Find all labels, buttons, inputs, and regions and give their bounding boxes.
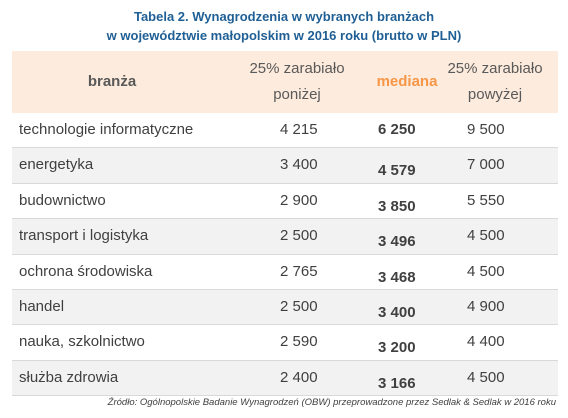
cell-p25: 2 500 bbox=[280, 297, 318, 315]
column-header-mediana: mediana bbox=[376, 73, 438, 90]
table-row: służba zdrowia 2 400 3 166 4 500 bbox=[12, 360, 558, 397]
cell-p25: 2 400 bbox=[280, 368, 318, 386]
column-header-p75: 25% zarabiało powyżej bbox=[432, 51, 558, 113]
cell-p25: 2 900 bbox=[280, 191, 318, 209]
source-note: Źródło: Ogólnopolskie Badanie Wynagrodze… bbox=[107, 397, 556, 408]
table-body: technologie informatyczne 4 215 6 250 9 500… bbox=[12, 113, 558, 397]
column-header-p25: 25% zarabiało poniżej bbox=[222, 51, 372, 113]
table-row: energetyka 3 400 4 579 7 000 bbox=[12, 148, 558, 184]
cell-p25: 2 765 bbox=[280, 262, 318, 280]
column-header-p75-text: 25% zarabiało powyżej bbox=[447, 60, 543, 103]
table-row: ochrona środowiska 2 765 3 468 4 500 bbox=[12, 255, 558, 290]
cell-p75: 4 500 bbox=[467, 227, 505, 245]
column-header-p25-text: 25% zarabiało poniżej bbox=[249, 60, 345, 103]
title-line-2: w województwie małopolskim w 2016 roku (… bbox=[106, 28, 462, 43]
cell-branza: energetyka bbox=[19, 156, 94, 174]
cell-mediana: 6 250 bbox=[378, 121, 416, 138]
table-row: transport i logistyka 2 500 3 496 4 500 bbox=[12, 219, 558, 255]
table-row: nauka, szkolnictwo 2 590 3 200 4 400 bbox=[12, 325, 558, 361]
cell-p25: 2 500 bbox=[280, 227, 318, 245]
cell-branza: handel bbox=[19, 297, 65, 315]
cell-p75: 4 500 bbox=[467, 262, 505, 280]
cell-mediana: 3 468 bbox=[378, 268, 416, 286]
cell-p75: 7 000 bbox=[467, 156, 505, 174]
cell-branza: transport i logistyka bbox=[19, 227, 149, 245]
cell-mediana: 3 166 bbox=[378, 374, 416, 392]
cell-branza: nauka, szkolnictwo bbox=[19, 333, 145, 351]
column-header-branza: branża bbox=[87, 73, 137, 90]
cell-branza: służba zdrowia bbox=[19, 368, 119, 386]
cell-mediana: 3 496 bbox=[378, 233, 416, 251]
table-row: handel 2 500 3 400 4 900 bbox=[12, 289, 558, 326]
cell-p25: 2 590 bbox=[280, 333, 318, 351]
cell-p75: 5 550 bbox=[467, 191, 505, 209]
salary-table: branża 25% zarabiało poniżej mediana 25%… bbox=[12, 51, 558, 397]
cell-p75: 4 900 bbox=[467, 297, 505, 315]
table-row: budownictwo 2 900 3 850 5 550 bbox=[12, 184, 558, 220]
table-title: Tabela 2. Wynagrodzenia w wybranych bran… bbox=[0, 7, 568, 45]
cell-p75: 9 500 bbox=[467, 121, 505, 138]
title-line-1: Tabela 2. Wynagrodzenia w wybranych bran… bbox=[133, 9, 435, 24]
cell-p25: 4 215 bbox=[280, 121, 318, 138]
cell-p75: 4 400 bbox=[467, 333, 505, 351]
cell-mediana: 3 200 bbox=[378, 339, 416, 357]
table-row: technologie informatyczne 4 215 6 250 9 500 bbox=[12, 113, 558, 149]
cell-p75: 4 500 bbox=[467, 368, 505, 386]
cell-branza: budownictwo bbox=[19, 191, 106, 209]
cell-mediana: 4 579 bbox=[378, 162, 416, 180]
table-header: branża 25% zarabiało poniżej mediana 25%… bbox=[12, 51, 558, 113]
cell-mediana: 3 400 bbox=[378, 303, 416, 321]
cell-branza: technologie informatyczne bbox=[19, 121, 194, 138]
cell-branza: ochrona środowiska bbox=[19, 262, 153, 280]
cell-mediana: 3 850 bbox=[378, 197, 416, 215]
cell-p25: 3 400 bbox=[280, 156, 318, 174]
